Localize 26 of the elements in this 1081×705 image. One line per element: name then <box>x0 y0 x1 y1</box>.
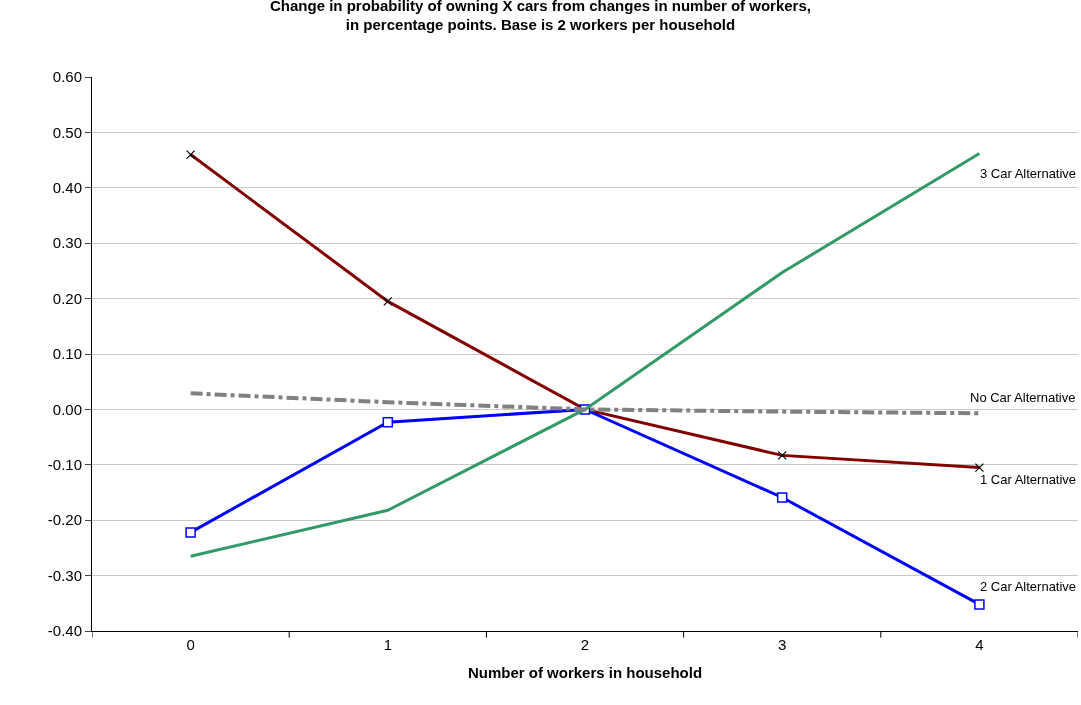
point <box>974 599 985 610</box>
y-tick-label: 0.30 <box>52 234 82 252</box>
x-axis-title: Number of workers in household <box>467 664 703 681</box>
series-label: 3 Car Alternative <box>980 166 1077 181</box>
y-tick-label: 0.50 <box>52 123 82 141</box>
point <box>185 527 196 538</box>
y-tick-label: 0.20 <box>52 289 82 307</box>
series-label: 2 Car Alternative <box>980 579 1077 594</box>
x-tick-label: 2 <box>580 636 590 653</box>
y-tick-label: -0.30 <box>47 566 82 584</box>
x-tick-label: 0 <box>186 636 195 653</box>
x-tick-label: 3 <box>778 636 787 653</box>
y-tick-label: 0.40 <box>52 179 82 197</box>
y-tick-label: 0.60 <box>52 68 82 86</box>
x-tick-label: 4 <box>975 636 984 653</box>
y-tick-label: 0.10 <box>52 345 82 363</box>
y-tick-label: -0.20 <box>47 511 82 529</box>
y-tick-label: -0.40 <box>47 622 82 640</box>
point <box>382 416 394 428</box>
point <box>776 492 788 503</box>
x-tick-label: 1 <box>383 636 392 653</box>
y-tick-label: -0.10 <box>47 456 82 474</box>
chart-title: Change in probability of owning X cars from changes in number of workers, in percentage points. Base is 2 workers per household <box>270 0 811 34</box>
y-tick-label: 0.00 <box>52 400 82 418</box>
series-label: 1 Car Alternative <box>980 472 1077 487</box>
series-label: No Car Alternative <box>970 390 1076 405</box>
